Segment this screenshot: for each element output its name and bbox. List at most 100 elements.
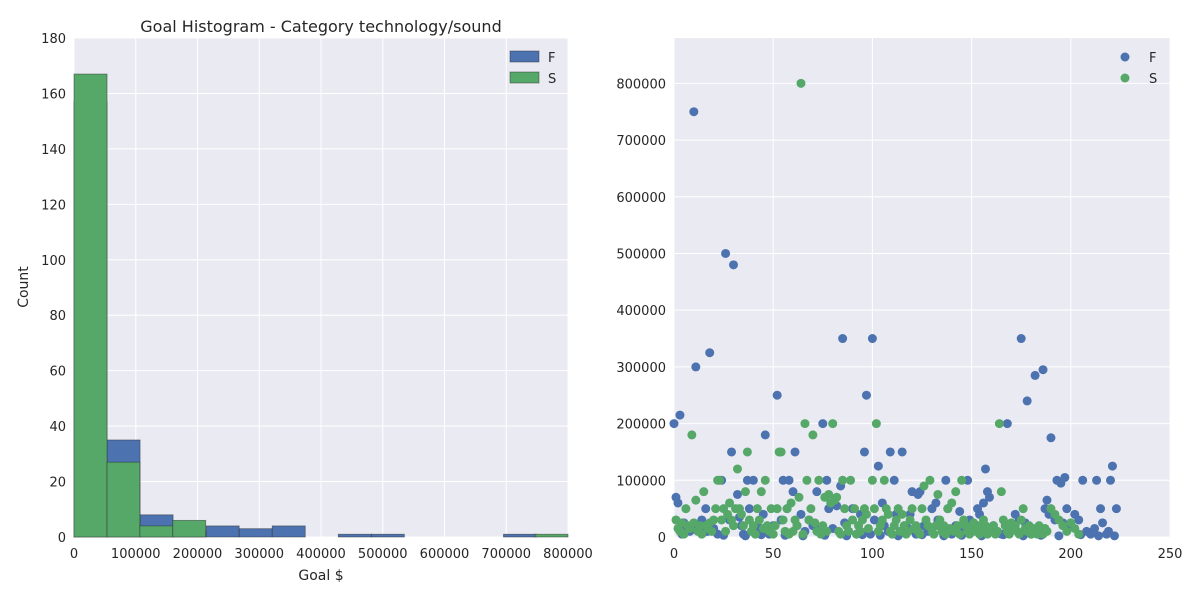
histogram-y-tick-label: 20 xyxy=(49,476,66,491)
histogram-y-tick-label: 140 xyxy=(41,143,66,158)
scatter-point-S xyxy=(1014,529,1024,539)
scatter-point-S xyxy=(711,504,721,514)
scatter-point-S xyxy=(848,515,858,525)
scatter-y-tick-label: 800000 xyxy=(616,77,666,92)
histogram-x-tick-label: 600000 xyxy=(420,547,470,562)
scatter-point-S xyxy=(917,504,927,514)
scatter-point-F xyxy=(772,390,782,400)
scatter-point-S xyxy=(697,529,707,539)
histogram-x-ticks: 0 100000 200000 300000 400000 500000 600000 700… xyxy=(70,547,593,562)
scatter-point-S xyxy=(925,475,935,485)
histogram-bar-F xyxy=(337,533,372,538)
scatter-y-tick-label: 100000 xyxy=(616,474,666,489)
scatter-point-S xyxy=(736,509,746,519)
scatter-point-S xyxy=(822,526,832,536)
histogram-bar-S xyxy=(172,519,207,538)
scatter-point-S xyxy=(955,529,965,539)
histogram-x-tick-label: 400000 xyxy=(296,547,346,562)
scatter-point-F xyxy=(941,475,951,485)
scatter-point-S xyxy=(861,509,871,519)
histogram-x-label: Goal $ xyxy=(298,568,343,584)
histogram-y-label: Count xyxy=(16,266,32,308)
histogram-x-tick-label: 100000 xyxy=(111,547,161,562)
scatter-point-F xyxy=(788,487,798,497)
scatter-point-F xyxy=(669,419,679,429)
scatter-x-tick-label: 50 xyxy=(765,547,782,562)
scatter-point-F xyxy=(705,348,715,358)
scatter-point-S xyxy=(828,419,838,429)
scatter-point-S xyxy=(1042,526,1052,536)
scatter-point-F xyxy=(885,447,895,457)
scatter-point-F xyxy=(984,492,994,502)
histogram-bars xyxy=(73,73,569,538)
scatter-point-S xyxy=(996,487,1006,497)
scatter-legend: FS xyxy=(1120,51,1157,87)
scatter-point-S xyxy=(792,521,802,531)
legend-swatch-F xyxy=(509,50,540,63)
scatter-y-tick-label: 0 xyxy=(658,531,666,546)
scatter-x-tick-label: 250 xyxy=(1158,547,1183,562)
scatter-point-F xyxy=(1074,515,1084,525)
scatter-x-tick-label: 150 xyxy=(959,547,984,562)
scatter-point-S xyxy=(800,419,810,429)
scatter-point-S xyxy=(869,504,879,514)
scatter-point-S xyxy=(681,504,691,514)
scatter-point-S xyxy=(957,475,967,485)
scatter-point-F xyxy=(867,334,877,344)
histogram-panel: 0 100000 200000 300000 400000 500000 600000 700… xyxy=(16,17,593,584)
scatter-point-F xyxy=(812,487,822,497)
histogram-x-tick-label: 200000 xyxy=(173,547,223,562)
histogram-title: Goal Histogram - Category technology/sou… xyxy=(140,17,501,36)
histogram-y-tick-label: 100 xyxy=(41,254,66,269)
histogram-x-tick-label: 300000 xyxy=(234,547,284,562)
scatter-point-F xyxy=(897,447,907,457)
scatter-point-F xyxy=(1111,504,1121,514)
scatter-point-S xyxy=(838,475,848,485)
legend-swatch-S xyxy=(509,71,540,84)
histogram-y-tick-label: 0 xyxy=(58,531,66,546)
scatter-point-S xyxy=(725,498,735,508)
scatter-point-S xyxy=(750,529,760,539)
scatter-point-S xyxy=(756,487,766,497)
scatter-point-S xyxy=(836,529,846,539)
scatter-point-S xyxy=(810,518,820,528)
scatter-point-F xyxy=(931,498,941,508)
scatter-point-S xyxy=(687,430,697,440)
scatter-point-F xyxy=(955,506,965,516)
scatter-y-tick-label: 700000 xyxy=(616,134,666,149)
scatter-point-F xyxy=(744,504,754,514)
scatter-point-S xyxy=(748,521,758,531)
histogram-y-tick-label: 40 xyxy=(49,420,66,435)
scatter-point-F xyxy=(979,498,989,508)
histogram-bar-S xyxy=(73,73,108,538)
scatter-point-F xyxy=(1060,472,1070,482)
histogram-y-tick-label: 80 xyxy=(49,309,66,324)
legend-label-S: S xyxy=(548,72,556,87)
scatter-point-F xyxy=(732,489,742,499)
scatter-point-S xyxy=(992,526,1002,536)
scatter-point-S xyxy=(907,504,917,514)
scatter-point-F xyxy=(1092,475,1102,485)
histogram-y-tick-label: 160 xyxy=(41,87,66,102)
scatter-point-F xyxy=(838,334,848,344)
legend-marker-F xyxy=(1120,52,1130,62)
scatter-y-ticks: 0 100000 200000 300000 400000 500000 600000 700… xyxy=(616,77,666,546)
scatter-point-S xyxy=(679,529,689,539)
scatter-point-F xyxy=(859,447,869,457)
scatter-point-F xyxy=(822,475,832,485)
scatter-point-F xyxy=(1107,461,1117,471)
scatter-y-tick-label: 600000 xyxy=(616,191,666,206)
scatter-point-F xyxy=(790,447,800,457)
scatter-point-S xyxy=(786,498,796,508)
scatter-point-F xyxy=(1090,523,1100,533)
legend-label-S: S xyxy=(1149,72,1157,87)
legend-label-F: F xyxy=(548,51,555,66)
histogram-bar-F xyxy=(503,533,537,538)
scatter-point-F xyxy=(1016,334,1026,344)
scatter-point-S xyxy=(738,521,748,531)
scatter-point-S xyxy=(699,487,709,497)
scatter-point-S xyxy=(883,509,893,519)
scatter-x-tick-label: 200 xyxy=(1058,547,1083,562)
scatter-point-S xyxy=(1016,515,1026,525)
